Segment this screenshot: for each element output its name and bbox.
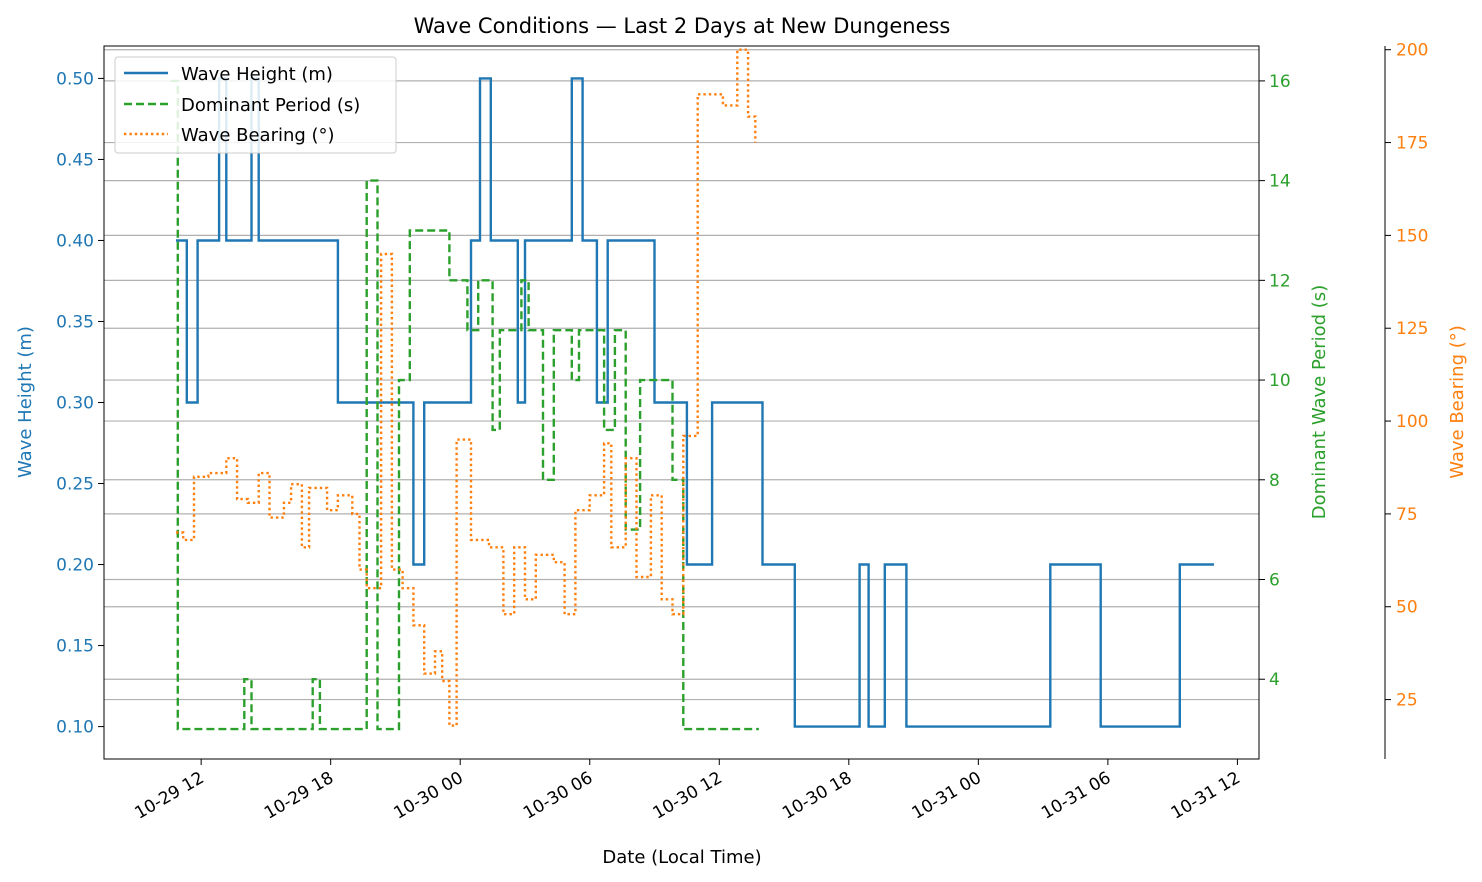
right2-tick-label: 175 (1396, 134, 1428, 154)
left-tick-label: 0.10 (56, 718, 94, 738)
right2-tick-label: 150 (1396, 226, 1428, 246)
legend-wave-height-label: Wave Height (m) (181, 64, 333, 85)
wave-height-axis: 0.10 0.15 0.20 0.25 0.30 0.35 0.40 0.45 0.50 (56, 69, 104, 738)
left-tick-label: 0.40 (56, 231, 94, 251)
chart-title: Wave Conditions — Last 2 Days at New Dun… (414, 14, 951, 38)
right2-tick-label: 25 (1396, 691, 1418, 711)
x-tick-label: 10-29 18 (261, 768, 337, 824)
right1-tick-label: 4 (1269, 670, 1280, 690)
x-tick-label: 10-30 00 (391, 768, 467, 824)
period-axis: 4 6 8 10 12 14 16 (1259, 72, 1291, 690)
x-tick-label: 10-30 12 (650, 768, 726, 824)
x-tick-label: 10-31 06 (1038, 768, 1114, 824)
right1-tick-label: 16 (1269, 72, 1291, 92)
left-tick-label: 0.35 (56, 312, 94, 332)
right2-tick-label: 100 (1396, 412, 1428, 432)
right1-tick-label: 12 (1269, 271, 1291, 291)
grid-lines (104, 49, 1259, 701)
right1-tick-label: 8 (1269, 471, 1280, 491)
x-tick-label: 10-29 12 (131, 768, 207, 824)
legend-bearing-label: Wave Bearing (°) (181, 125, 335, 146)
date-axis: 10-29 12 10-29 18 10-30 00 10-30 06 10-30 12… (131, 759, 1244, 824)
right1-tick-label: 6 (1269, 571, 1280, 591)
left-tick-label: 0.25 (56, 475, 94, 495)
right1-tick-label: 10 (1269, 371, 1291, 391)
right2-tick-label: 125 (1396, 319, 1428, 339)
right2-tick-label: 75 (1396, 505, 1418, 525)
left-tick-label: 0.15 (56, 637, 94, 657)
x-tick-label: 10-31 00 (909, 768, 985, 824)
bearing-axis: 25 50 75 100 125 150 175 200 (1385, 41, 1428, 711)
left-tick-label: 0.30 (56, 394, 94, 414)
x-tick-label: 10-30 18 (779, 768, 855, 824)
right2-tick-label: 50 (1396, 598, 1418, 618)
right2-tick-label: 200 (1396, 41, 1428, 61)
series-line-2 (176, 48, 757, 727)
left-axis-label: Wave Height (m) (15, 326, 36, 478)
left-tick-label: 0.45 (56, 150, 94, 170)
x-tick-label: 10-31 12 (1168, 768, 1244, 824)
legend-box (114, 56, 397, 154)
right1-tick-label: 14 (1269, 172, 1291, 192)
period-axis-label: Dominant Wave Period (s) (1309, 285, 1330, 519)
legend-period-label: Dominant Period (s) (181, 95, 360, 116)
bearing-axis-label: Wave Bearing (°) (1447, 325, 1468, 479)
series-line-1 (170, 79, 759, 731)
x-axis-label: Date (Local Time) (602, 847, 761, 868)
series-line-0 (176, 77, 1214, 728)
legend: Wave Height (m) Dominant Period (s) Wave… (114, 56, 397, 154)
left-tick-label: 0.20 (56, 556, 94, 576)
x-tick-label: 10-30 06 (520, 768, 596, 824)
left-tick-label: 0.50 (56, 69, 94, 89)
